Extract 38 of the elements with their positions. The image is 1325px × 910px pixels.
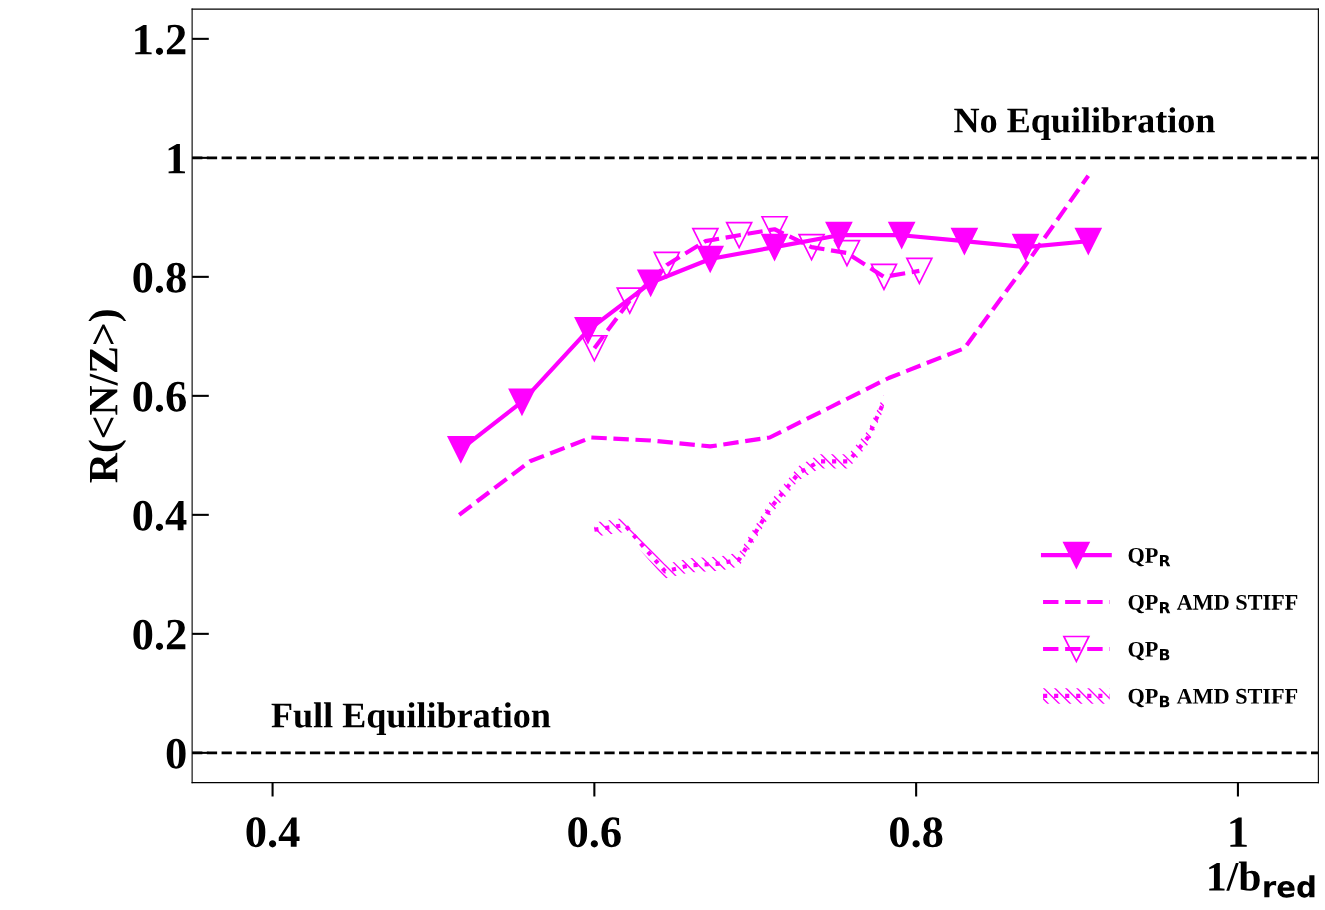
line-series (457, 173, 1091, 517)
point (870, 263, 898, 291)
x-tick-label: 1 (1230, 817, 1247, 847)
x-tick-label: 0.6 (568, 817, 621, 848)
point (761, 233, 788, 261)
point (447, 436, 475, 463)
y-axis-title: R(<N/Z>) (88, 310, 127, 483)
point (888, 221, 915, 249)
ref-line-label: No Equilibration (954, 107, 1215, 140)
point (798, 233, 825, 261)
point (825, 221, 853, 249)
y-tick-label: 0.8 (133, 262, 186, 293)
x-axis-title: 1/b$_{red}$ (1209, 861, 1315, 898)
legend-label: QP$_{B}$ (1128, 641, 1170, 661)
point (725, 221, 753, 249)
point (1012, 233, 1039, 261)
point (616, 287, 644, 314)
legend-label: QP$_{R}$ AMD STIFF (1128, 594, 1298, 614)
x-tick-label: 0.8 (890, 817, 943, 848)
y-tick-label: 0 (166, 738, 186, 769)
point (574, 317, 602, 344)
y-tick-label: 0.2 (133, 619, 186, 650)
legend-label: QP$_{B}$ AMD STIFF (1128, 688, 1298, 708)
point (581, 334, 608, 362)
legend-label: QP$_{R}$ (1128, 547, 1171, 567)
x-tick-label: 0.4 (246, 817, 300, 848)
point (508, 388, 536, 416)
point (906, 257, 933, 285)
point (653, 251, 681, 279)
point (696, 245, 724, 273)
point (951, 227, 978, 255)
y-tick-label: 0.6 (133, 381, 186, 412)
y-tick-label: 1.2 (135, 24, 186, 55)
point (1074, 227, 1102, 255)
y-tick-label: 0.4 (133, 500, 187, 531)
y-tick-label: 1 (168, 143, 185, 174)
point (833, 239, 861, 267)
ref-line-label: Full Equilibration (271, 702, 551, 735)
